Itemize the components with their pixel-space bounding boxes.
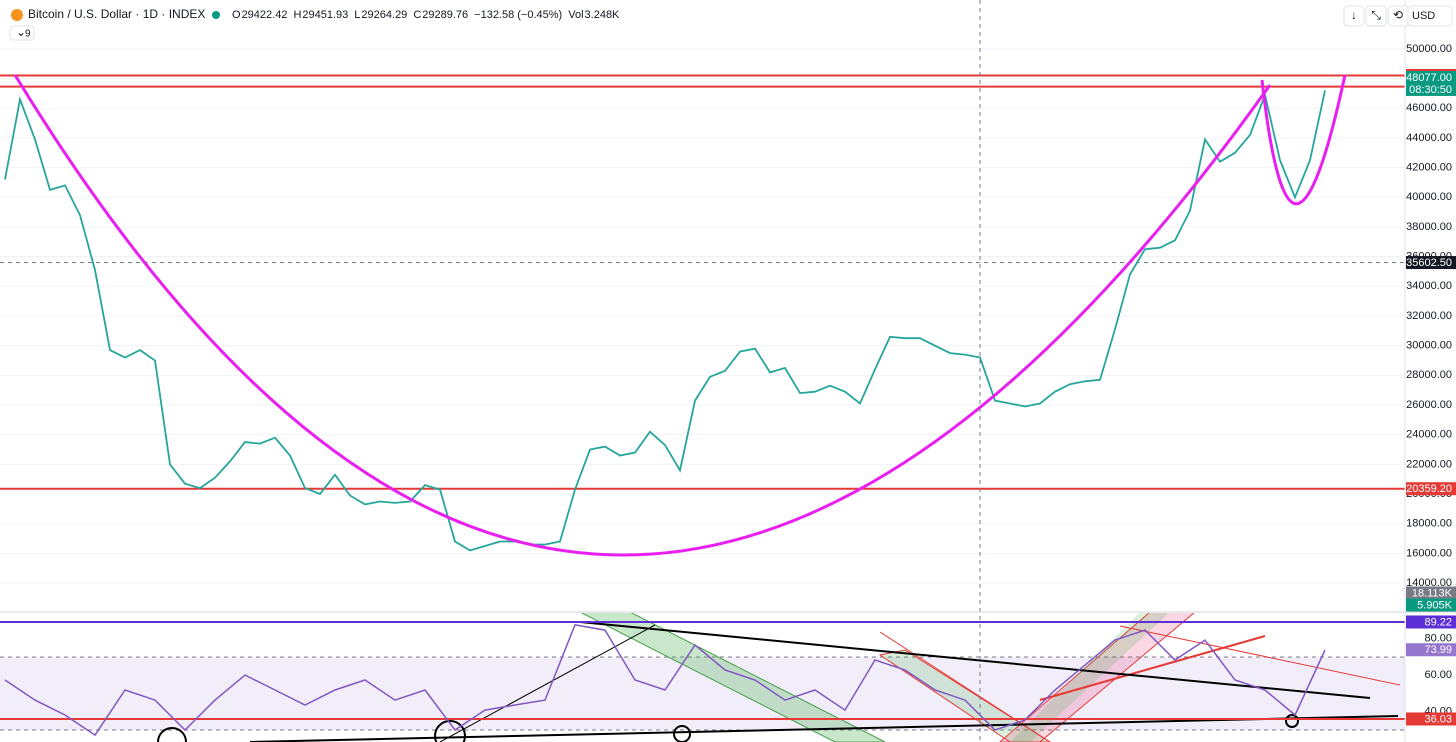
trendline [249, 715, 1399, 742]
rsi-band [0, 657, 1405, 730]
y-tick-label: 14000.00 [1406, 577, 1452, 589]
volume-last: 5.905K [1417, 599, 1453, 611]
volume-average: 18.113K [1412, 587, 1453, 599]
button[interactable] [1365, 5, 1387, 27]
currency: USD [1412, 10, 1435, 22]
channel [1010, 613, 1169, 742]
ohlc-key: O [232, 9, 241, 21]
y-tick-label: 30000.00 [1406, 340, 1452, 352]
trendline [439, 624, 656, 742]
ohlc-key: C [413, 9, 421, 21]
plots [0, 74, 1405, 737]
y-tick-label: 32000.00 [1406, 310, 1452, 322]
last-price: 48077.00 [1406, 72, 1452, 84]
symbol: Bitcoin / U.S. Dollar · 1D · INDEX [28, 7, 205, 21]
grid: 14000.0016000.0018000.0020000.0022000.00… [0, 43, 1452, 731]
countdown: 08:30:50 [1409, 84, 1452, 96]
crosshair-label-bg [1406, 256, 1456, 270]
volume-value: 3.248K [585, 9, 621, 21]
y-tick-label: 24000.00 [1406, 429, 1452, 441]
button-icon: ⟲ [1393, 8, 1403, 22]
level-label: 36.03 [1424, 713, 1452, 725]
ohlc-value: 29289.76 [422, 9, 468, 21]
y-tick-label: 28000.00 [1406, 369, 1452, 381]
marker [157, 727, 187, 742]
cup-drawings [13, 74, 1347, 557]
status-dot [212, 11, 220, 19]
ohlc-value: 29264.29 [361, 9, 407, 21]
crosshair-label: 35602.50 [1406, 257, 1452, 269]
ohlc-value: 29451.93 [302, 9, 348, 21]
y-tick-label: 16000.00 [1406, 547, 1452, 559]
volume-average-bg [1406, 586, 1456, 600]
trendline [1039, 635, 1266, 701]
button-icon: ⤡ [1371, 8, 1381, 22]
button-icon: ↓ [1351, 8, 1357, 22]
y-tick-label: 44000.00 [1406, 132, 1452, 144]
y-tick-label: 18000.00 [1406, 518, 1452, 530]
level-label: 20359.20 [1406, 483, 1452, 495]
cup-curve [13, 74, 1272, 557]
currency-button[interactable] [1407, 5, 1453, 27]
level-label-bg [1406, 712, 1456, 726]
y-tick-label: 50000.00 [1406, 43, 1452, 55]
button[interactable] [1343, 5, 1365, 27]
volume-key: Vol [568, 9, 583, 21]
indicator-count: 9 [25, 29, 31, 40]
marker [673, 725, 691, 742]
level-label-bg [1406, 615, 1456, 629]
y-tick-label: 46000.00 [1406, 102, 1452, 114]
y-tick-label: 34000.00 [1406, 280, 1452, 292]
last-value-bg [1406, 643, 1456, 657]
y-tick-label: 80.00 [1424, 633, 1452, 645]
rsi-drawings [157, 613, 1401, 742]
y-tick-label: 38000.00 [1406, 221, 1452, 233]
indicator-toggle-arrow: ⌄ [16, 25, 26, 39]
y-tick-label: 22000.00 [1406, 458, 1452, 470]
marker [1285, 714, 1299, 728]
y-tick-label: 40000.00 [1406, 191, 1452, 203]
trendline [579, 621, 1371, 699]
y-tick-label: 26000.00 [1406, 399, 1452, 411]
symbol-icon [11, 9, 23, 21]
ohlc-key: H [293, 9, 301, 21]
ohlc-value: 29422.42 [242, 9, 288, 21]
volume-last-bg [1406, 598, 1456, 612]
rsi-line [4, 624, 1326, 737]
y-tick-label: 60.00 [1424, 669, 1452, 681]
handle-curve [1260, 74, 1347, 206]
channel [999, 613, 1195, 742]
badges: 48209.8847454.7420359.2035602.5048077.00… [1406, 68, 1456, 726]
marker [434, 720, 466, 742]
countdown-bg [1406, 82, 1456, 96]
last-price-bg [1406, 70, 1456, 84]
y-tick-label: 42000.00 [1406, 162, 1452, 174]
last-value: 73.99 [1424, 644, 1452, 656]
trendline [1119, 625, 1401, 686]
indicator-toggle[interactable] [9, 25, 35, 41]
channel [580, 613, 886, 742]
level-label: 89.22 [1424, 616, 1452, 628]
change: −132.58 (−0.45%) [474, 9, 562, 21]
ohlc: O 29422.42 H 29451.93 L 29264.29 C 29289.76 −132… [232, 9, 620, 21]
level-label-bg [1406, 482, 1456, 496]
price-line [4, 90, 1326, 552]
ohlc-key: L [354, 9, 360, 21]
